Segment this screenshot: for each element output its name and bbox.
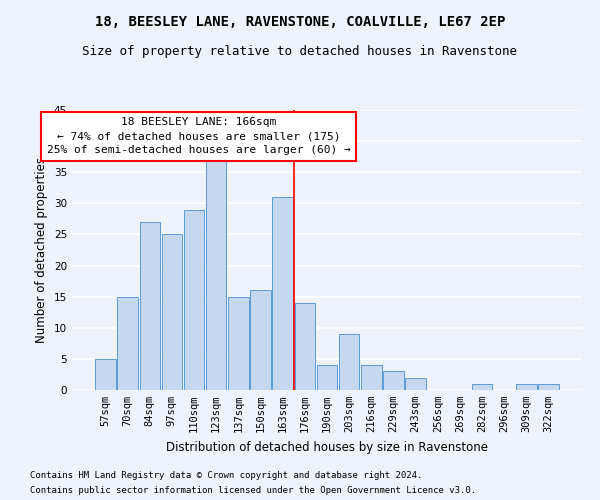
Text: Size of property relative to detached houses in Ravenstone: Size of property relative to detached ho… [83, 45, 517, 58]
Y-axis label: Number of detached properties: Number of detached properties [35, 157, 49, 343]
Bar [538, 384, 559, 390]
Bar [140, 222, 160, 390]
Bar [272, 197, 293, 390]
Bar [228, 296, 248, 390]
Text: 18, BEESLEY LANE, RAVENSTONE, COALVILLE, LE67 2EP: 18, BEESLEY LANE, RAVENSTONE, COALVILLE,… [95, 15, 505, 29]
Text: Contains public sector information licensed under the Open Government Licence v3: Contains public sector information licen… [30, 486, 476, 495]
Bar [406, 378, 426, 390]
Bar [118, 296, 138, 390]
Bar [317, 365, 337, 390]
Bar [295, 303, 315, 390]
Bar [472, 384, 493, 390]
X-axis label: Distribution of detached houses by size in Ravenstone: Distribution of detached houses by size … [166, 440, 488, 454]
Bar [339, 334, 359, 390]
Text: 18 BEESLEY LANE: 166sqm
← 74% of detached houses are smaller (175)
25% of semi-d: 18 BEESLEY LANE: 166sqm ← 74% of detache… [47, 118, 350, 156]
Text: Contains HM Land Registry data © Crown copyright and database right 2024.: Contains HM Land Registry data © Crown c… [30, 471, 422, 480]
Bar [361, 365, 382, 390]
Bar [184, 210, 204, 390]
Bar [516, 384, 536, 390]
Bar [206, 160, 226, 390]
Bar [95, 359, 116, 390]
Bar [250, 290, 271, 390]
Bar [383, 372, 404, 390]
Bar [161, 234, 182, 390]
